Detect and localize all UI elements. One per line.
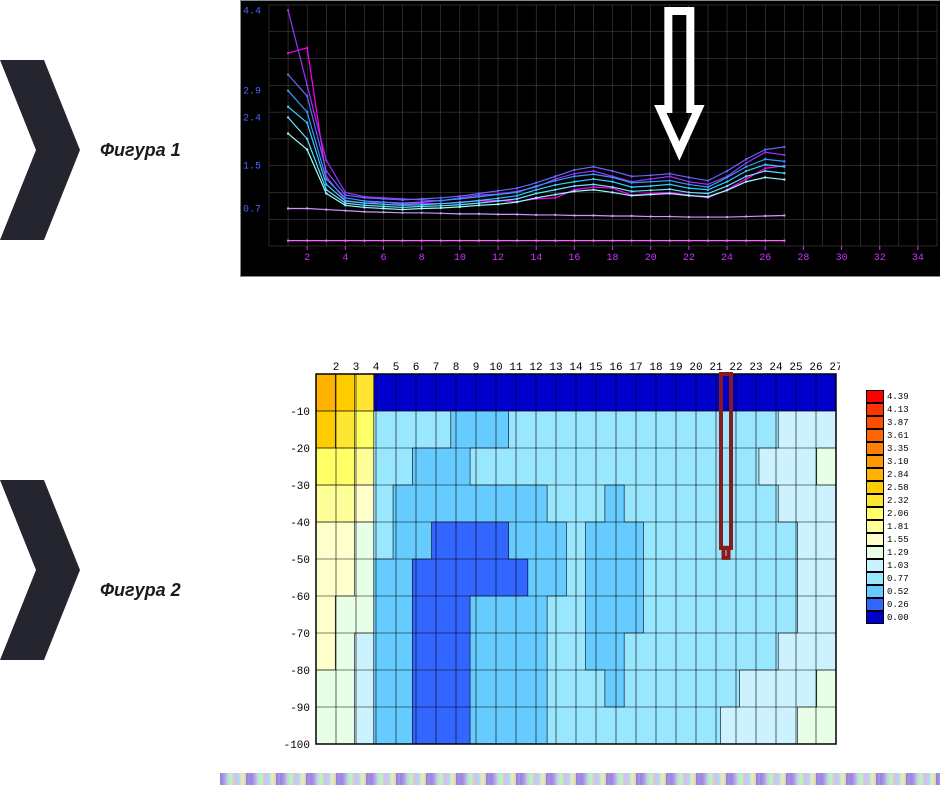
noise-strip (220, 773, 940, 785)
svg-text:1.5: 1.5 (243, 162, 261, 173)
svg-text:-10: -10 (290, 407, 310, 419)
svg-text:-20: -20 (290, 444, 310, 456)
legend-swatch: 1.29 (866, 546, 909, 559)
legend-swatch: 3.35 (866, 442, 909, 455)
figure-2-label: Фигура 2 (100, 580, 181, 601)
svg-text:18: 18 (649, 362, 662, 374)
legend-swatch: 1.81 (866, 520, 909, 533)
line-chart: 2468101214161820222426283032340.71.52.42… (240, 0, 940, 277)
svg-text:10: 10 (454, 253, 466, 264)
legend-swatch: 4.39 (866, 390, 909, 403)
svg-text:11: 11 (509, 362, 523, 374)
svg-text:16: 16 (568, 253, 580, 264)
svg-text:3: 3 (353, 362, 360, 374)
svg-text:22: 22 (683, 253, 695, 264)
svg-text:4: 4 (342, 253, 348, 264)
svg-text:2.4: 2.4 (243, 113, 261, 124)
pointer-shape-1 (0, 60, 86, 240)
svg-text:2: 2 (304, 253, 310, 264)
svg-text:18: 18 (607, 253, 619, 264)
legend-swatch: 2.06 (866, 507, 909, 520)
svg-text:-60: -60 (290, 592, 310, 604)
svg-text:14: 14 (569, 362, 583, 374)
contour-heatmap-chart: 2345678910111213141516171819202122232425… (280, 358, 840, 748)
legend-swatch: 2.84 (866, 468, 909, 481)
svg-text:-40: -40 (290, 518, 310, 530)
svg-text:32: 32 (874, 253, 886, 264)
svg-text:-80: -80 (290, 666, 310, 678)
legend-swatch: 1.03 (866, 559, 909, 572)
legend-swatch: 3.61 (866, 429, 909, 442)
svg-text:28: 28 (797, 253, 809, 264)
svg-text:34: 34 (912, 253, 924, 264)
pointer-shape-2 (0, 480, 86, 660)
figure-1-label: Фигура 1 (100, 140, 181, 161)
svg-text:8: 8 (419, 253, 425, 264)
svg-text:9: 9 (473, 362, 480, 374)
svg-text:-50: -50 (290, 555, 310, 567)
svg-text:20: 20 (689, 362, 702, 374)
svg-text:27: 27 (829, 362, 840, 374)
svg-text:26: 26 (809, 362, 822, 374)
svg-text:10: 10 (489, 362, 502, 374)
svg-text:2: 2 (333, 362, 340, 374)
legend-swatch: 2.58 (866, 481, 909, 494)
svg-text:6: 6 (381, 253, 387, 264)
svg-text:-30: -30 (290, 481, 310, 493)
svg-text:-100: -100 (284, 740, 310, 748)
svg-text:16: 16 (609, 362, 622, 374)
svg-text:2.9: 2.9 (243, 87, 261, 98)
svg-text:8: 8 (453, 362, 460, 374)
svg-text:24: 24 (769, 362, 783, 374)
svg-text:15: 15 (589, 362, 602, 374)
svg-text:12: 12 (529, 362, 542, 374)
svg-text:20: 20 (645, 253, 657, 264)
svg-text:13: 13 (549, 362, 562, 374)
svg-text:30: 30 (836, 253, 848, 264)
svg-text:14: 14 (530, 253, 542, 264)
legend-swatch: 0.52 (866, 585, 909, 598)
legend-swatch: 3.87 (866, 416, 909, 429)
legend-swatch: 4.13 (866, 403, 909, 416)
svg-text:-70: -70 (290, 629, 310, 641)
svg-text:5: 5 (393, 362, 400, 374)
legend-swatch: 0.77 (866, 572, 909, 585)
svg-text:24: 24 (721, 253, 733, 264)
svg-text:-90: -90 (290, 703, 310, 715)
legend-swatch: 2.32 (866, 494, 909, 507)
svg-text:17: 17 (629, 362, 642, 374)
color-scale-legend: 4.394.133.873.613.353.102.842.582.322.06… (866, 390, 909, 624)
legend-swatch: 0.26 (866, 598, 909, 611)
svg-text:7: 7 (433, 362, 440, 374)
svg-text:26: 26 (759, 253, 771, 264)
legend-swatch: 1.55 (866, 533, 909, 546)
legend-swatch: 0.00 (866, 611, 909, 624)
svg-text:6: 6 (413, 362, 420, 374)
svg-text:23: 23 (749, 362, 762, 374)
svg-text:19: 19 (669, 362, 682, 374)
svg-text:0.7: 0.7 (243, 205, 261, 216)
svg-text:4.4: 4.4 (243, 6, 261, 17)
svg-text:12: 12 (492, 253, 504, 264)
legend-swatch: 3.10 (866, 455, 909, 468)
svg-text:25: 25 (789, 362, 802, 374)
svg-text:4: 4 (373, 362, 380, 374)
